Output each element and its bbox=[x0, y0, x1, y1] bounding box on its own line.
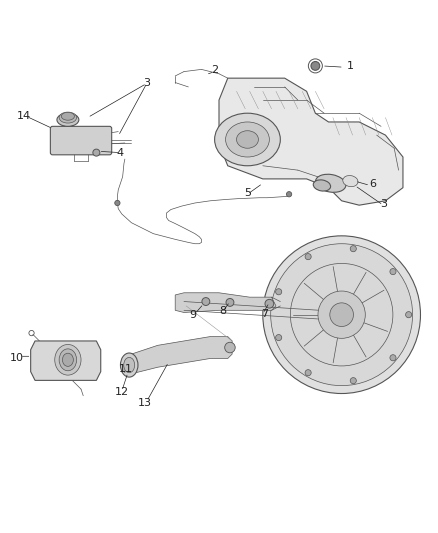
Text: 4: 4 bbox=[117, 148, 124, 158]
Circle shape bbox=[202, 297, 210, 305]
Ellipse shape bbox=[62, 353, 73, 366]
Ellipse shape bbox=[55, 344, 81, 375]
Circle shape bbox=[93, 149, 100, 156]
Circle shape bbox=[286, 191, 292, 197]
Circle shape bbox=[406, 312, 412, 318]
Circle shape bbox=[276, 289, 282, 295]
Circle shape bbox=[390, 354, 396, 361]
Polygon shape bbox=[31, 341, 101, 381]
Ellipse shape bbox=[226, 122, 269, 157]
Text: 2: 2 bbox=[211, 65, 218, 75]
Circle shape bbox=[330, 303, 353, 327]
Circle shape bbox=[115, 200, 120, 206]
Ellipse shape bbox=[59, 112, 77, 123]
Text: 6: 6 bbox=[369, 179, 376, 189]
Text: 7: 7 bbox=[261, 309, 268, 319]
Text: 8: 8 bbox=[219, 306, 226, 316]
FancyBboxPatch shape bbox=[50, 126, 112, 155]
Ellipse shape bbox=[120, 353, 138, 377]
Ellipse shape bbox=[124, 358, 134, 373]
Text: 3: 3 bbox=[143, 77, 150, 87]
Text: 11: 11 bbox=[119, 365, 133, 374]
Text: 14: 14 bbox=[17, 111, 31, 122]
Circle shape bbox=[271, 244, 413, 386]
Circle shape bbox=[225, 342, 235, 353]
Polygon shape bbox=[175, 293, 276, 312]
Text: 13: 13 bbox=[138, 398, 152, 408]
Circle shape bbox=[318, 291, 365, 338]
Ellipse shape bbox=[57, 113, 79, 126]
Circle shape bbox=[226, 298, 234, 306]
Circle shape bbox=[390, 269, 396, 274]
Ellipse shape bbox=[59, 349, 77, 371]
Text: 9: 9 bbox=[189, 310, 196, 320]
Circle shape bbox=[311, 61, 320, 70]
Polygon shape bbox=[127, 336, 232, 374]
Circle shape bbox=[350, 377, 357, 384]
Circle shape bbox=[263, 236, 420, 393]
Text: 1: 1 bbox=[347, 61, 354, 71]
Circle shape bbox=[305, 370, 311, 376]
Ellipse shape bbox=[343, 175, 358, 187]
Circle shape bbox=[276, 335, 282, 341]
Circle shape bbox=[350, 246, 357, 252]
Ellipse shape bbox=[215, 113, 280, 166]
Ellipse shape bbox=[61, 112, 74, 120]
Circle shape bbox=[265, 300, 274, 308]
Polygon shape bbox=[219, 78, 403, 205]
Ellipse shape bbox=[313, 180, 331, 191]
Ellipse shape bbox=[237, 131, 258, 148]
Text: 10: 10 bbox=[10, 353, 24, 362]
Circle shape bbox=[305, 254, 311, 260]
Text: 3: 3 bbox=[380, 199, 387, 209]
Ellipse shape bbox=[315, 174, 346, 192]
Text: 12: 12 bbox=[115, 387, 129, 397]
Text: 5: 5 bbox=[244, 188, 251, 198]
